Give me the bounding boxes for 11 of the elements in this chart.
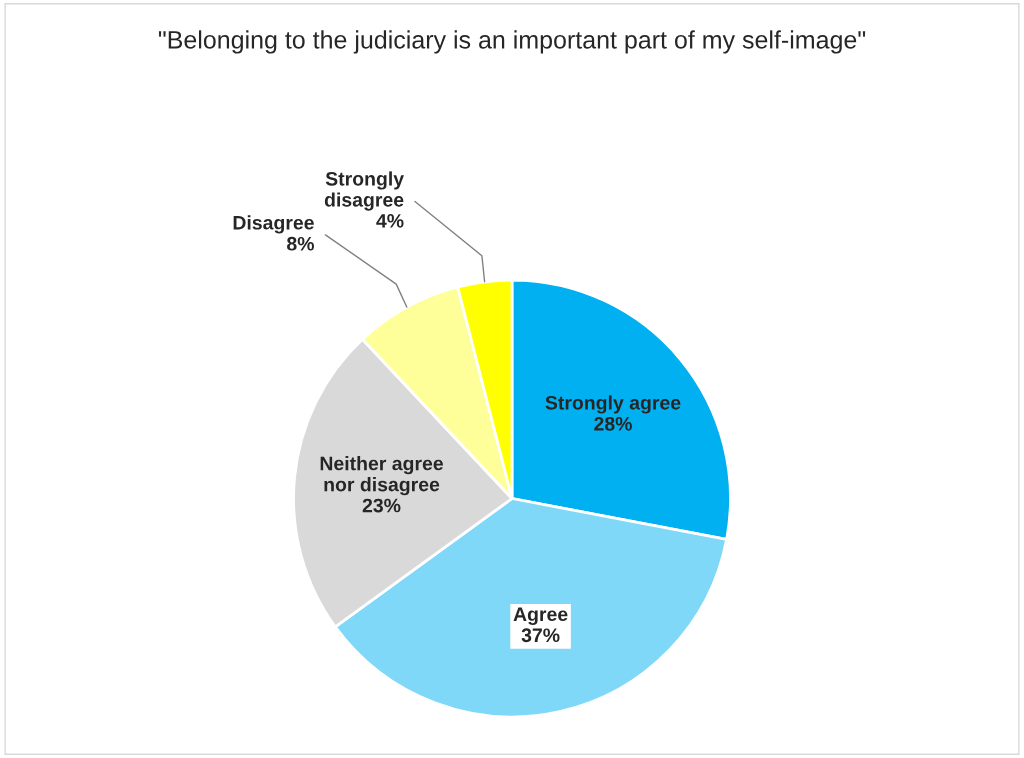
data-label: 37% bbox=[521, 628, 560, 643]
data-label: 23% bbox=[362, 498, 401, 513]
slice-label: Strongly disagree bbox=[324, 171, 404, 211]
data-label: 4% bbox=[376, 214, 404, 228]
data-label: 8% bbox=[287, 236, 314, 251]
slice-label: Neither agree nor disagree bbox=[320, 456, 443, 496]
slice-label: Agree bbox=[513, 607, 568, 625]
chart-title: "Belonging to the judiciary is an important part of my self-image" bbox=[158, 30, 866, 54]
data-label: 28% bbox=[594, 416, 632, 431]
slice-label: Disagree bbox=[233, 215, 314, 234]
slice-label: Strongly agree bbox=[545, 395, 681, 414]
